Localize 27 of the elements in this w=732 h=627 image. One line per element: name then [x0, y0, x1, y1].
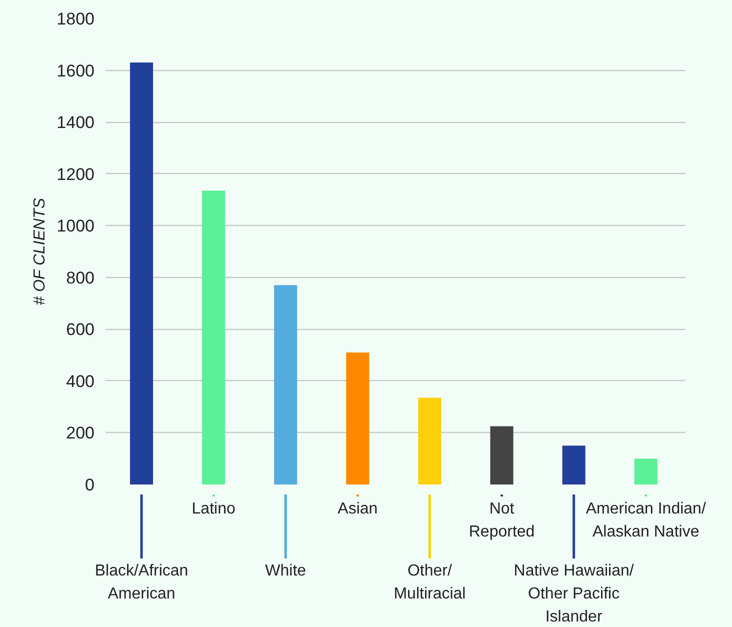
- x-tick-label: Asian: [338, 500, 378, 518]
- x-tick-label: American Indian/ Alaskan Native: [586, 500, 706, 540]
- y-tick-label: 0: [85, 476, 95, 494]
- bar: [130, 62, 154, 484]
- bar: [634, 458, 658, 484]
- y-tick-label: 600: [66, 320, 95, 340]
- x-tick-label: Black/African American: [94, 562, 188, 602]
- x-tick-label: Other/ Multiracial: [394, 562, 466, 602]
- bar: [418, 398, 442, 484]
- x-tick-label: Not Reported: [468, 500, 535, 540]
- bar: [274, 285, 298, 484]
- y-tick-label: 1200: [56, 164, 95, 184]
- y-tick-label: 200: [66, 424, 95, 443]
- bar: [202, 190, 226, 484]
- y-tick-label: 400: [66, 372, 95, 391]
- bar: [562, 446, 586, 484]
- y-tick-label: 1400: [56, 113, 95, 132]
- x-tick-label: White: [265, 562, 306, 580]
- y-tick-label: 1800: [56, 10, 95, 28]
- y-tick-label: 1600: [56, 61, 95, 80]
- y-tick-label: 800: [66, 268, 95, 288]
- x-tick-label: Latino: [192, 500, 236, 518]
- y-tick-label: 1000: [56, 216, 95, 236]
- bar: [346, 352, 370, 484]
- y-axis-title: # OF CLIENTS: [32, 198, 49, 306]
- x-tick-label: Native Hawaiian/ Other Pacific Islander: [514, 562, 634, 626]
- bar: [490, 426, 514, 484]
